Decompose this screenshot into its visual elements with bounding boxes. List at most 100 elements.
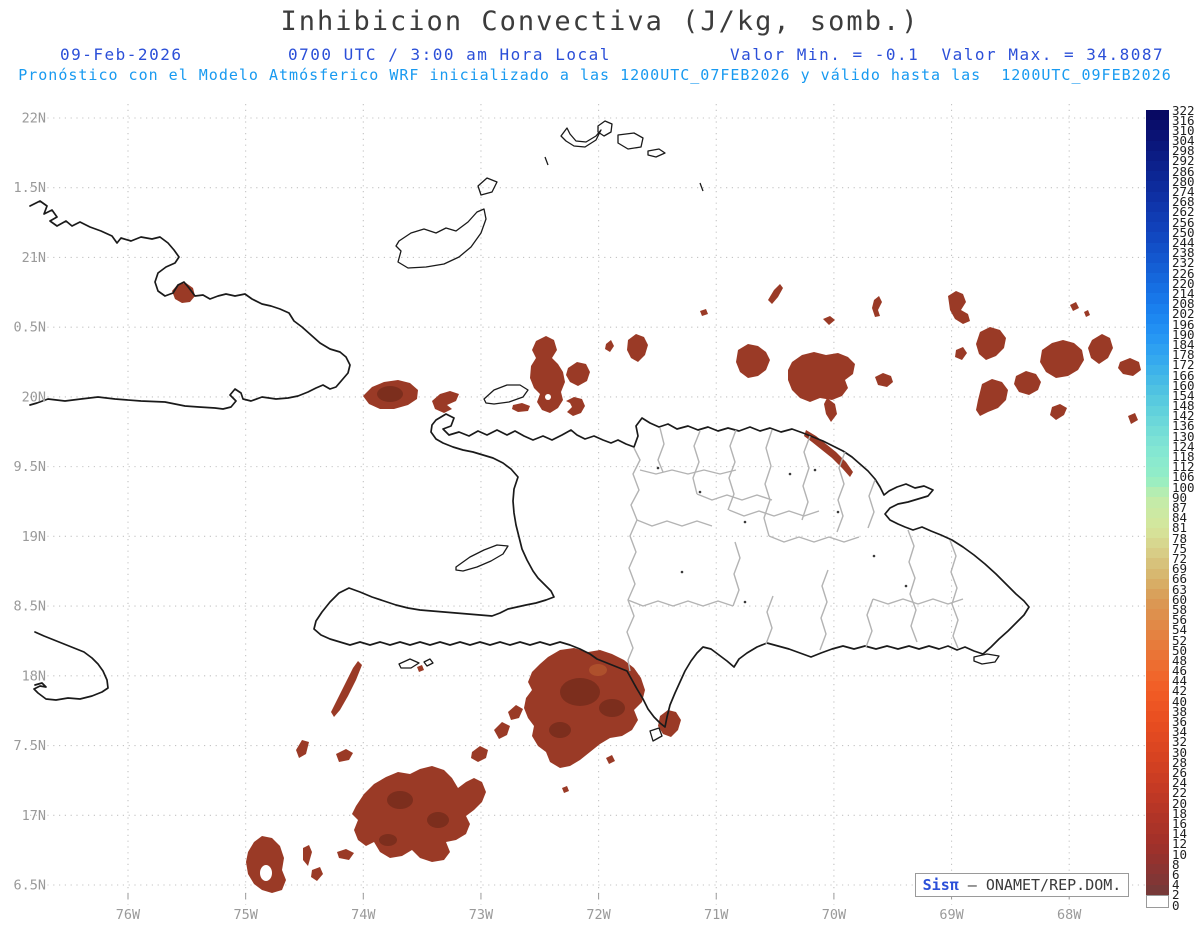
colorbar-cell <box>1146 283 1169 295</box>
colorbar-cell <box>1146 232 1169 244</box>
colorbar-cell <box>1146 660 1169 672</box>
lat-tick-label: 8.5N <box>13 599 46 615</box>
colorbar-tick-label: 54 <box>1172 622 1188 638</box>
colorbar-tick-label: 24 <box>1172 775 1188 791</box>
colorbar-cell <box>1146 843 1169 855</box>
cin-blob <box>566 362 590 386</box>
colorbar-cell <box>1146 589 1169 600</box>
colorbar-tick-label: 250 <box>1172 224 1195 240</box>
cin-blob-core <box>560 678 600 706</box>
cin-blob-core <box>377 386 403 402</box>
islet-mark <box>699 182 704 192</box>
lat-tick-label: 22N <box>22 111 46 127</box>
station-dot <box>904 584 908 588</box>
colorbar-tick-label: 34 <box>1172 724 1188 740</box>
colorbar-cell <box>1146 874 1169 886</box>
cin-blob-cuba-bay <box>172 283 195 303</box>
lat-tick-label: 21N <box>22 250 46 266</box>
colorbar-cell <box>1146 813 1169 825</box>
colorbar-cell <box>1146 476 1169 488</box>
station-dot <box>836 510 840 514</box>
colorbar-tick-label: 106 <box>1172 469 1195 485</box>
province-border <box>872 598 964 605</box>
lon-tick-label: 73W <box>469 907 494 923</box>
colorbar-tick-label: 90 <box>1172 489 1188 505</box>
coastlines <box>29 120 1030 742</box>
cin-blob <box>1014 371 1041 395</box>
colorbar-cell <box>1146 690 1169 702</box>
colorbar-cell <box>1146 375 1169 386</box>
cin-blob <box>875 373 893 387</box>
colorbar-cell <box>1146 854 1169 865</box>
colorbar-cell <box>1146 446 1169 458</box>
colorbar-cell <box>1146 130 1169 142</box>
station-dot <box>680 570 684 574</box>
cin-blob <box>976 327 1006 360</box>
ile-a-vache-island <box>398 658 420 669</box>
colorbar-tick-label: 26 <box>1172 765 1188 780</box>
cin-blob <box>508 705 523 720</box>
lon-tick-label: 76W <box>116 907 141 923</box>
cin-blob <box>872 296 882 317</box>
lat-tick-label: 1.5N <box>13 180 46 196</box>
cin-blob <box>494 722 510 739</box>
cin-blob <box>337 849 354 860</box>
colorbar-cell <box>1146 609 1169 621</box>
branding-box: Sisπ – ONAMET/REP.DOM. <box>915 873 1129 897</box>
cin-speck <box>1084 310 1090 317</box>
colorbar-tick-label: 58 <box>1172 601 1188 617</box>
lon-tick-label: 74W <box>351 907 376 923</box>
colorbar-tick-label: 28 <box>1172 754 1188 770</box>
colorbar-tick-label: 22 <box>1172 785 1188 801</box>
cin-streak <box>331 661 362 717</box>
colorbar-cell <box>1146 364 1169 376</box>
colorbar-tick-label: 124 <box>1172 438 1195 454</box>
colorbar-cell <box>1146 303 1169 315</box>
province-border <box>768 535 860 543</box>
colorbar-cell <box>1146 324 1169 335</box>
colorbar-tick-label: 166 <box>1172 367 1195 383</box>
colorbar-tick-label: 190 <box>1172 326 1195 342</box>
colorbar-tick-label: 14 <box>1172 826 1188 842</box>
colorbar-tick-label: 178 <box>1172 347 1195 363</box>
colorbar-tick-label: 316 <box>1172 112 1195 128</box>
province-border <box>865 598 874 648</box>
colorbar-tick-label: 75 <box>1172 540 1188 556</box>
colorbar-tick-label: 280 <box>1172 173 1195 189</box>
colorbar-tick-label: 16 <box>1172 815 1188 831</box>
lon-tick-label: 69W <box>939 907 964 923</box>
colorbar-cell <box>1146 140 1169 152</box>
colorbar-tick-label: 44 <box>1172 673 1188 689</box>
little-inagua-island <box>477 177 498 196</box>
saona-island <box>973 653 1000 665</box>
colorbar-tick-label: 72 <box>1172 550 1188 566</box>
province-border <box>763 429 773 537</box>
cin-blob <box>1118 358 1141 376</box>
province-border <box>657 427 665 473</box>
cin-blob <box>823 316 835 325</box>
colorbar-tick-label: 142 <box>1172 408 1195 424</box>
colorbar-cell <box>1146 415 1169 427</box>
colorbar-cell <box>1146 731 1169 743</box>
colorbar-tick-label: 42 <box>1172 683 1188 699</box>
colorbar-tick-label: 226 <box>1172 265 1195 281</box>
cin-blob-core <box>549 722 571 738</box>
cin-blob-hole <box>545 394 551 400</box>
cin-blob <box>432 391 459 413</box>
province-borders <box>626 427 964 672</box>
colorbar-cell <box>1146 599 1169 610</box>
colorbar-tick-label: 196 <box>1172 316 1195 332</box>
colorbar-cell <box>1146 670 1169 682</box>
colorbar-tick-label: 268 <box>1172 194 1195 210</box>
province-border <box>801 435 811 521</box>
lon-tick-label: 72W <box>586 907 611 923</box>
ile-a-vache-islet <box>423 658 434 667</box>
colorbar-tick-label: 56 <box>1172 612 1188 628</box>
station-dot <box>698 490 702 494</box>
colorbar-cell <box>1146 833 1169 845</box>
province-border <box>728 509 820 517</box>
lat-tick-label: 6.5N <box>13 877 46 893</box>
colorbar-cell <box>1146 385 1169 396</box>
colorbar-tick-label: 69 <box>1172 561 1188 577</box>
province-border <box>639 469 737 475</box>
